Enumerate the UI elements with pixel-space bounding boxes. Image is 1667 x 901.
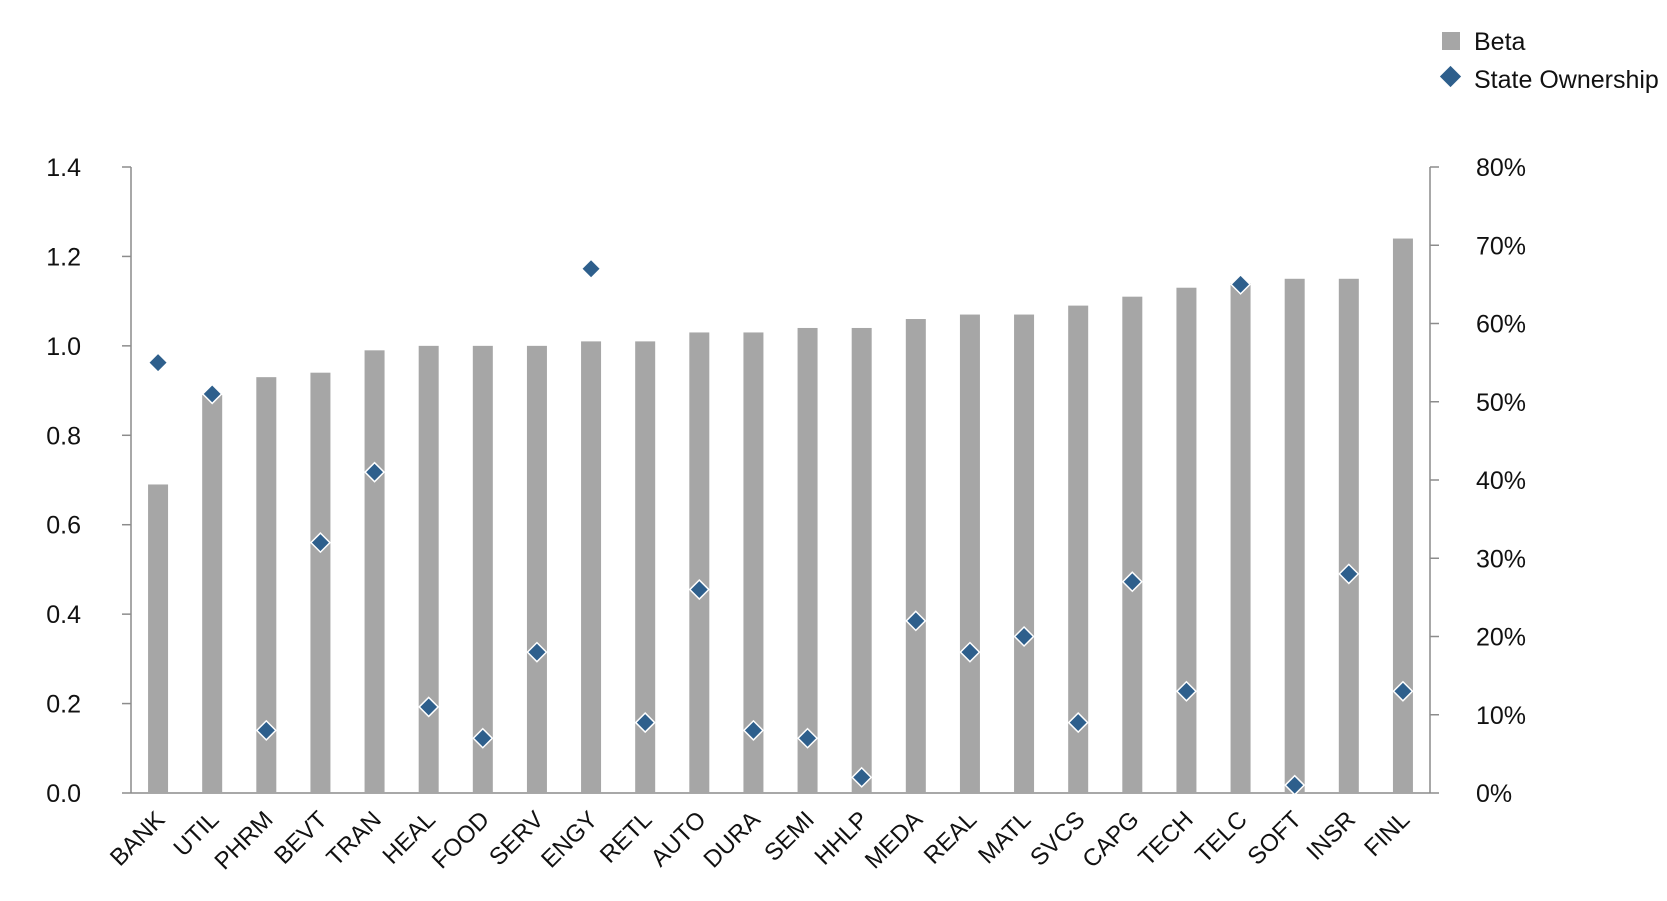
category-label: PHRM bbox=[209, 806, 278, 875]
legend: Beta State Ownership bbox=[1439, 28, 1659, 94]
left-tick-label: 1.2 bbox=[46, 243, 81, 271]
bar-dura bbox=[743, 332, 764, 793]
point-real bbox=[959, 641, 981, 663]
category-label: SEMI bbox=[759, 806, 820, 867]
category-labels: BANKUTILPHRMBEVTTRANHEALFOODSERVENGYRETL… bbox=[105, 806, 1415, 875]
right-tick-label: 40% bbox=[1476, 467, 1526, 495]
point-auto bbox=[688, 578, 710, 601]
category-label: MEDA bbox=[860, 806, 928, 874]
bar-insr bbox=[1338, 278, 1359, 793]
left-tick-label: 0.6 bbox=[46, 512, 81, 540]
bar-phrm bbox=[256, 377, 277, 793]
bar-bank bbox=[148, 484, 169, 793]
scatter-series bbox=[147, 258, 1414, 796]
point-tech bbox=[1175, 680, 1197, 702]
bar-serv bbox=[526, 345, 547, 793]
bar-engy bbox=[581, 341, 602, 793]
point-phrm bbox=[255, 719, 277, 741]
category-label: FOOD bbox=[427, 806, 495, 874]
bar-tech bbox=[1176, 287, 1197, 793]
point-capg bbox=[1121, 571, 1143, 593]
point-finl bbox=[1392, 680, 1414, 702]
point-semi bbox=[797, 727, 819, 749]
point-tran bbox=[364, 461, 386, 483]
axes: 0.0 0.2 0.4 0.6 0.8 1.0 1.2 1.4 0% 10% 20% 30% 40% 50… bbox=[46, 154, 1526, 808]
point-svcs bbox=[1067, 712, 1089, 734]
right-tick-label: 50% bbox=[1476, 389, 1526, 417]
category-label: RETL bbox=[595, 806, 657, 868]
legend-label-state-ownership: State Ownership bbox=[1474, 66, 1659, 94]
legend-swatch-beta bbox=[1442, 32, 1460, 50]
point-bevt bbox=[309, 532, 331, 554]
bar-util bbox=[202, 395, 223, 793]
left-tick-label: 0.0 bbox=[46, 780, 81, 808]
right-tick-label: 0% bbox=[1476, 780, 1512, 808]
bar-hhlp bbox=[851, 327, 872, 793]
bar-bevt bbox=[310, 372, 331, 793]
category-label: DURA bbox=[698, 806, 765, 873]
right-tick-label: 70% bbox=[1476, 232, 1526, 260]
point-util bbox=[201, 383, 223, 405]
category-label: FINL bbox=[1359, 806, 1415, 862]
category-label: TRAN bbox=[322, 806, 387, 871]
point-serv bbox=[526, 641, 548, 663]
bar-telc bbox=[1230, 283, 1251, 793]
legend-swatch-state-ownership bbox=[1439, 65, 1462, 88]
bar-real bbox=[959, 314, 980, 793]
category-label: ENGY bbox=[536, 806, 603, 873]
point-telc bbox=[1230, 273, 1252, 295]
point-dura bbox=[742, 719, 764, 741]
bar-food bbox=[472, 345, 493, 793]
point-matl bbox=[1013, 625, 1035, 648]
left-tick-label: 0.2 bbox=[46, 691, 81, 719]
right-tick-label: 10% bbox=[1476, 702, 1526, 730]
category-label: MATL bbox=[973, 806, 1036, 869]
point-heal bbox=[418, 696, 440, 718]
bar-soft bbox=[1284, 278, 1305, 793]
left-tick-label: 0.4 bbox=[46, 601, 81, 629]
point-meda bbox=[905, 610, 927, 632]
category-label: SVCS bbox=[1025, 806, 1090, 871]
category-label: BANK bbox=[105, 806, 170, 871]
right-tick-label: 80% bbox=[1476, 154, 1526, 182]
bar-series bbox=[148, 238, 1413, 794]
category-label: SERV bbox=[484, 806, 549, 871]
point-bank bbox=[147, 352, 169, 374]
point-hhlp bbox=[851, 766, 873, 788]
bar-capg bbox=[1122, 296, 1143, 793]
category-label: BEVT bbox=[269, 806, 333, 870]
legend-label-beta: Beta bbox=[1474, 28, 1526, 56]
bar-retl bbox=[635, 341, 656, 793]
point-soft bbox=[1284, 774, 1306, 796]
category-label: TELC bbox=[1190, 806, 1252, 868]
point-insr bbox=[1338, 563, 1360, 585]
category-label: SOFT bbox=[1243, 806, 1308, 871]
point-engy bbox=[580, 258, 602, 280]
bar-tran bbox=[364, 350, 385, 793]
right-tick-label: 20% bbox=[1476, 624, 1526, 652]
right-tick-label: 30% bbox=[1476, 545, 1526, 573]
left-tick-label: 1.0 bbox=[46, 333, 81, 361]
point-retl bbox=[634, 712, 656, 734]
category-label: INSR bbox=[1301, 806, 1361, 866]
point-food bbox=[472, 727, 494, 749]
category-label: TECH bbox=[1133, 806, 1198, 871]
bar-auto bbox=[689, 332, 710, 793]
category-label: CAPG bbox=[1077, 806, 1144, 873]
bar-meda bbox=[905, 319, 926, 793]
bar-svcs bbox=[1068, 305, 1089, 793]
left-tick-label: 0.8 bbox=[46, 422, 81, 450]
bar-finl bbox=[1392, 238, 1413, 794]
bar-matl bbox=[1014, 314, 1035, 793]
left-tick-label: 1.4 bbox=[46, 154, 81, 182]
right-tick-label: 60% bbox=[1476, 311, 1526, 339]
category-label: AUTO bbox=[646, 806, 712, 872]
bar-semi bbox=[797, 327, 818, 793]
category-label: REAL bbox=[919, 806, 982, 869]
bar-heal bbox=[418, 345, 439, 793]
